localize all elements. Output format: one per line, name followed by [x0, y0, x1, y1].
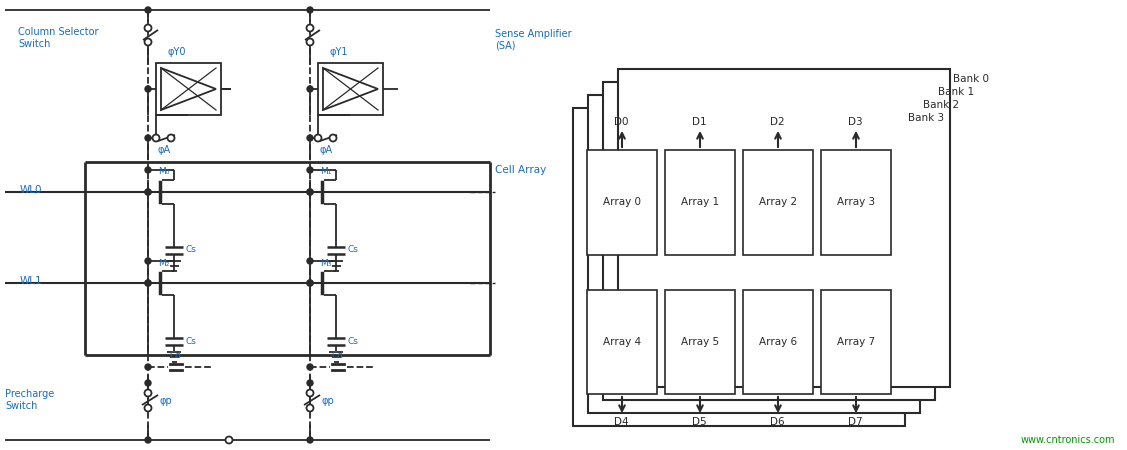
- Text: M₀: M₀: [158, 167, 169, 176]
- Circle shape: [307, 280, 313, 286]
- Circle shape: [145, 189, 151, 195]
- Bar: [588, 95, 920, 413]
- Text: Column Selector
Switch: Column Selector Switch: [18, 27, 98, 49]
- Text: Cs: Cs: [348, 337, 358, 346]
- Circle shape: [329, 135, 337, 141]
- Circle shape: [307, 280, 313, 286]
- Bar: [318, 63, 383, 115]
- Circle shape: [307, 39, 313, 45]
- Text: Array 6: Array 6: [758, 337, 797, 347]
- Text: φp: φp: [160, 396, 172, 406]
- Circle shape: [145, 280, 151, 286]
- Circle shape: [145, 167, 151, 173]
- Text: φp: φp: [322, 396, 335, 406]
- Circle shape: [144, 39, 151, 45]
- Bar: [665, 289, 735, 394]
- Text: φA: φA: [158, 145, 170, 155]
- Text: M₂: M₂: [158, 258, 169, 267]
- Circle shape: [307, 86, 313, 92]
- Text: WL1: WL1: [20, 276, 43, 286]
- Text: Array 2: Array 2: [758, 197, 797, 207]
- Bar: [587, 150, 657, 255]
- Circle shape: [307, 189, 313, 195]
- Bar: [587, 289, 657, 394]
- Circle shape: [145, 86, 151, 92]
- Text: Array 3: Array 3: [837, 197, 875, 207]
- Text: Array 5: Array 5: [681, 337, 719, 347]
- Circle shape: [145, 380, 151, 386]
- Text: Cell Array: Cell Array: [495, 165, 547, 175]
- Circle shape: [307, 437, 313, 443]
- Bar: [618, 69, 950, 387]
- Text: D5: D5: [692, 417, 707, 427]
- Circle shape: [144, 24, 151, 32]
- Text: φY0: φY0: [168, 47, 186, 57]
- Text: D6: D6: [770, 417, 784, 427]
- Circle shape: [307, 135, 313, 141]
- Circle shape: [145, 437, 151, 443]
- Bar: [665, 150, 735, 255]
- Circle shape: [307, 258, 313, 264]
- Circle shape: [307, 380, 313, 386]
- Text: M₁: M₁: [320, 167, 331, 176]
- Circle shape: [307, 405, 313, 411]
- Text: Cs: Cs: [348, 246, 358, 255]
- Circle shape: [144, 405, 151, 411]
- Circle shape: [145, 280, 151, 286]
- Circle shape: [314, 135, 321, 141]
- Text: M₃: M₃: [320, 258, 331, 267]
- Text: Bank 0: Bank 0: [953, 74, 990, 84]
- Text: Array 4: Array 4: [603, 337, 641, 347]
- Circle shape: [307, 189, 313, 195]
- Text: Cs: Cs: [186, 337, 197, 346]
- Text: D2: D2: [770, 117, 784, 127]
- Circle shape: [144, 390, 151, 396]
- Circle shape: [145, 258, 151, 264]
- Text: www.cntronics.com: www.cntronics.com: [1021, 435, 1115, 445]
- Circle shape: [145, 364, 151, 370]
- Text: Cd: Cd: [332, 351, 344, 360]
- Text: Precharge
Switch: Precharge Switch: [5, 389, 54, 411]
- Bar: [573, 108, 905, 426]
- Text: D7: D7: [848, 417, 862, 427]
- Bar: [743, 289, 813, 394]
- Circle shape: [145, 189, 151, 195]
- Text: D4: D4: [614, 417, 629, 427]
- Text: Array 0: Array 0: [603, 197, 641, 207]
- Text: Array 1: Array 1: [681, 197, 719, 207]
- Circle shape: [307, 7, 313, 13]
- Text: Bank 3: Bank 3: [908, 113, 944, 123]
- Text: D1: D1: [692, 117, 707, 127]
- Text: φA: φA: [319, 145, 332, 155]
- Circle shape: [307, 167, 313, 173]
- Text: φY1: φY1: [330, 47, 348, 57]
- Text: D3: D3: [848, 117, 862, 127]
- Circle shape: [152, 135, 160, 141]
- Bar: [603, 82, 935, 400]
- Text: Cs: Cs: [186, 246, 197, 255]
- Text: WL0: WL0: [20, 185, 43, 195]
- Circle shape: [145, 7, 151, 13]
- Text: Cd: Cd: [170, 351, 181, 360]
- Text: Bank 1: Bank 1: [938, 87, 974, 97]
- Text: Bank 2: Bank 2: [923, 100, 959, 110]
- Text: D0: D0: [614, 117, 629, 127]
- Circle shape: [307, 390, 313, 396]
- Circle shape: [307, 24, 313, 32]
- Bar: [156, 63, 221, 115]
- Bar: [820, 150, 891, 255]
- Text: Array 7: Array 7: [837, 337, 875, 347]
- Circle shape: [225, 436, 232, 444]
- Text: Sense Amplifier
(SA): Sense Amplifier (SA): [495, 29, 571, 51]
- Circle shape: [145, 135, 151, 141]
- Bar: [743, 150, 813, 255]
- Circle shape: [168, 135, 175, 141]
- Bar: [820, 289, 891, 394]
- Circle shape: [307, 364, 313, 370]
